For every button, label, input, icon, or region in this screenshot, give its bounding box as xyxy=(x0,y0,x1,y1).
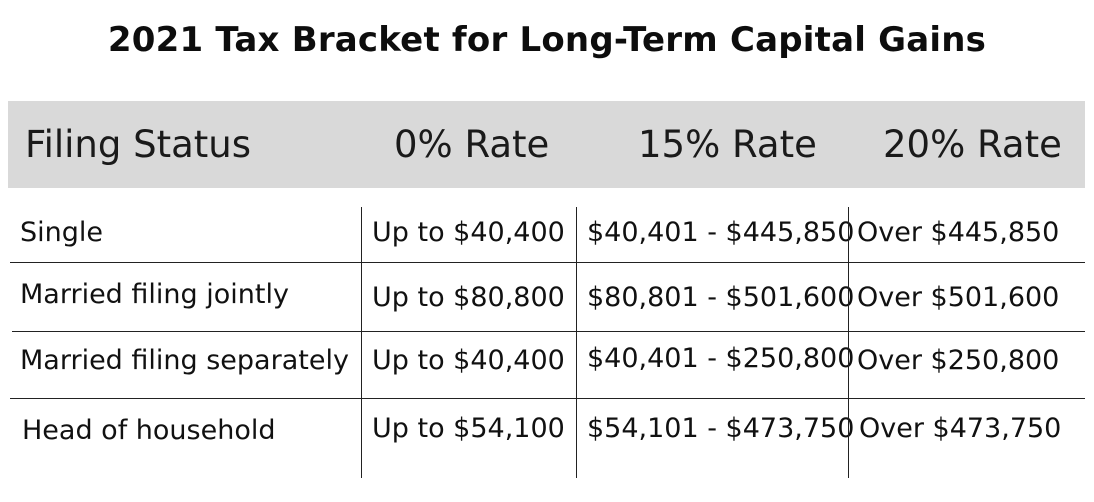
header-20-percent-rate: 20% Rate xyxy=(883,123,1062,166)
header-filing-status: Filing Status xyxy=(25,123,252,166)
rate-20-cell: Over $501,600 xyxy=(857,282,1060,313)
header-15-percent-rate: 15% Rate xyxy=(638,123,817,166)
row-divider xyxy=(10,398,1085,399)
rate-0-cell: Up to $40,400 xyxy=(372,217,565,248)
rate-0-cell: Up to $80,800 xyxy=(372,282,565,313)
rate-15-cell: $80,801 - $501,600 xyxy=(587,282,855,313)
table-header-row xyxy=(8,101,1085,188)
rate-0-cell: Up to $54,100 xyxy=(372,413,565,444)
rate-20-cell: Over $445,850 xyxy=(857,217,1060,248)
filing-status-cell: Single xyxy=(20,217,104,248)
rate-15-cell: $54,101 - $473,750 xyxy=(587,413,855,444)
page-title: 2021 Tax Bracket for Long-Term Capital G… xyxy=(107,20,987,60)
column-divider xyxy=(576,207,577,478)
filing-status-cell: Head of household xyxy=(22,415,276,446)
column-divider xyxy=(361,207,362,478)
header-0-percent-rate: 0% Rate xyxy=(394,123,550,166)
column-divider xyxy=(848,207,849,478)
rate-20-cell: Over $250,800 xyxy=(857,345,1060,376)
rate-20-cell: Over $473,750 xyxy=(859,413,1062,444)
row-divider xyxy=(10,262,1085,263)
rate-15-cell: $40,401 - $250,800 xyxy=(587,343,855,374)
rate-15-cell: $40,401 - $445,850 xyxy=(587,217,855,248)
row-divider xyxy=(12,331,1085,332)
filing-status-cell: Married filing jointly xyxy=(20,279,289,310)
filing-status-cell: Married filing separately xyxy=(20,345,349,376)
rate-0-cell: Up to $40,400 xyxy=(372,345,565,376)
